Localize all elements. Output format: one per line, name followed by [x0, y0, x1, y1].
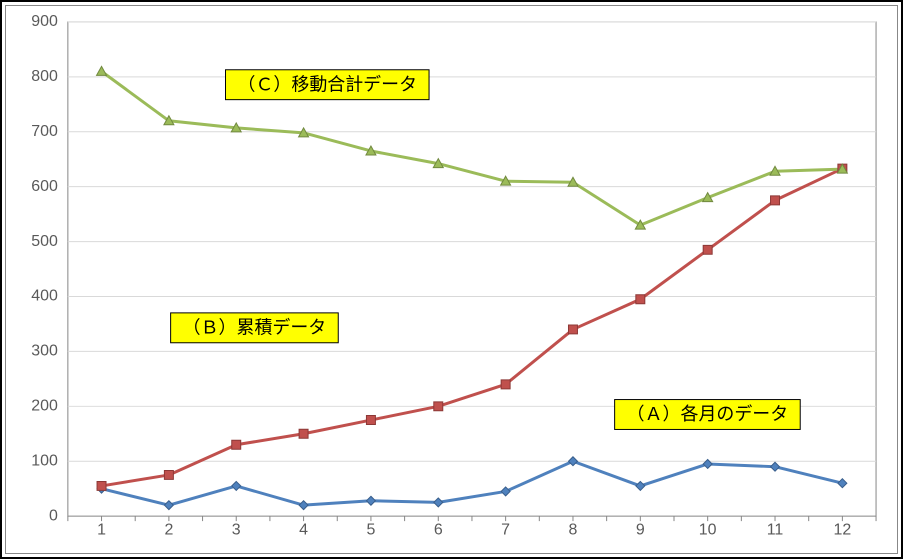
series-marker-B [568, 325, 577, 334]
series-marker-A [366, 496, 375, 505]
y-tick-label: 600 [31, 178, 58, 195]
series-marker-B [771, 196, 780, 205]
x-tick-label: 8 [569, 522, 578, 539]
series-marker-B [299, 429, 308, 438]
series-marker-A [434, 498, 443, 507]
x-tick-label: 10 [699, 522, 717, 539]
series-line-C [102, 71, 843, 225]
series-marker-B [703, 245, 712, 254]
chart-outer-frame: 0100200300400500600700800900 12345678910… [0, 0, 903, 559]
series-marker-A [501, 487, 510, 496]
annotation-label-C: （Ｃ）移動合計データ [238, 74, 418, 94]
x-tick-label: 9 [636, 522, 645, 539]
x-tick-label: 1 [97, 522, 106, 539]
series-marker-A [838, 479, 847, 488]
chart-inner-frame: 0100200300400500600700800900 12345678910… [5, 5, 898, 554]
series-marker-A [568, 457, 577, 466]
y-tick-label: 900 [31, 13, 58, 30]
series-marker-C [97, 66, 107, 75]
y-tick-label: 400 [31, 288, 58, 305]
x-tick-label: 7 [501, 522, 510, 539]
y-tick-label: 700 [31, 123, 58, 140]
annotation-label-A: （Ａ）各月のデータ [627, 404, 789, 424]
y-tick-label: 100 [31, 452, 58, 469]
series-marker-B [232, 440, 241, 449]
plot-area [68, 22, 876, 516]
series-marker-B [366, 416, 375, 425]
x-tick-label: 11 [767, 522, 784, 539]
series-marker-A [299, 501, 308, 510]
chart-svg: 0100200300400500600700800900 12345678910… [6, 6, 897, 553]
series-marker-B [501, 380, 510, 389]
x-axis-ticks: 123456789101112 [68, 516, 876, 538]
series-lines [102, 71, 843, 505]
y-axis-ticks: 0 100 200 300 400 500 600 700 800 900 [31, 13, 58, 524]
x-tick-label: 3 [232, 522, 241, 539]
y-tick-label: 300 [31, 343, 58, 360]
x-tick-label: 2 [164, 522, 173, 539]
series-marker-A [232, 481, 241, 490]
series-marker-A [771, 462, 780, 471]
y-tick-label: 0 [49, 507, 58, 524]
y-tick-label: 800 [31, 68, 58, 85]
y-tick-label: 200 [31, 398, 58, 415]
series-marker-B [636, 295, 645, 304]
series-marker-A [164, 501, 173, 510]
series-marker-B [164, 470, 173, 479]
x-tick-label: 6 [434, 522, 443, 539]
series-marker-A [636, 481, 645, 490]
x-tick-label: 5 [366, 522, 375, 539]
annotation-label-B: （Ｂ）累積データ [183, 318, 327, 338]
series-marker-B [97, 481, 106, 490]
series-markers [97, 66, 848, 509]
y-tick-label: 500 [31, 233, 58, 250]
x-tick-label: 12 [833, 522, 851, 539]
series-line-A [102, 461, 843, 505]
x-tick-label: 4 [299, 522, 308, 539]
series-marker-B [434, 402, 443, 411]
